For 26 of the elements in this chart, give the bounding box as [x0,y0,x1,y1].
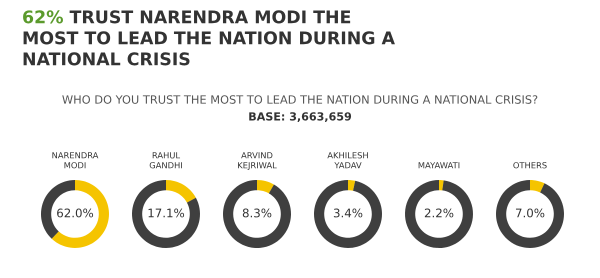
donut-slice [314,180,382,248]
donut-slice [530,180,544,192]
text: WHO DO YOU TRUST THE MOST TO LEAD THE NATION DURING A NATIONAL CRISIS? [62,95,538,104]
chart-title: ARVIND KEJRIWAL [238,152,277,170]
data-label: 2.2% [424,208,454,218]
chart-title: MAYAWATI [418,162,460,168]
donut-slice [52,180,109,248]
donut-slice [439,180,444,190]
data-label: 3.4% [334,208,362,218]
chart-title: OTHERS [513,162,547,168]
chart-title: AKHILESH YADAV [327,152,368,168]
donut-slice [166,180,196,203]
donut-slice [223,180,291,248]
text: BASE: 3,663,659 [249,112,352,122]
data-label: 7.0% [516,208,544,218]
donut-slice [348,180,356,191]
chart-title: RAHUL GANDHI [150,152,182,168]
donut-slice [405,180,473,248]
chart-title: NARENDRA MODI [52,152,98,168]
donut-slice [257,180,274,194]
data-label: 8.3% [242,208,272,218]
text: 62% TRUST NARENDRA MODI THE MOST TO LEAD THE NATION DURING A NATIONAL CRISIS [23,10,395,66]
data-label: 17.1% [148,208,184,218]
donut-slice [496,180,564,248]
data-label: 62.0% [57,208,94,218]
donut-slice [132,180,200,248]
